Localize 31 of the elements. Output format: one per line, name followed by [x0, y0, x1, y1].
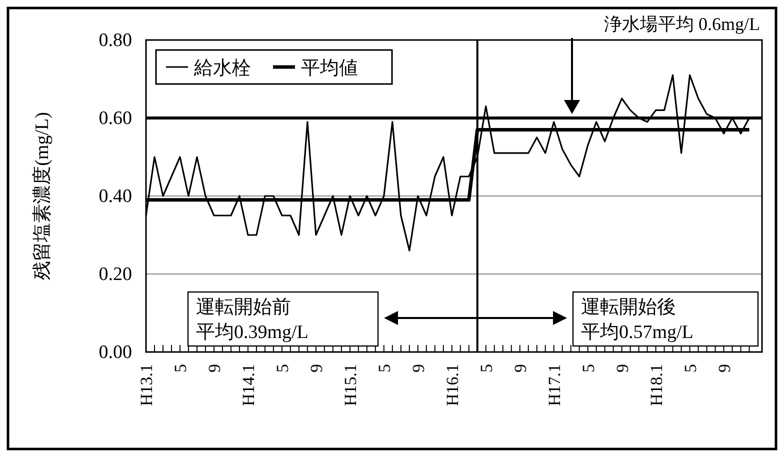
annotation: 運転開始前 — [196, 297, 291, 318]
y-tick-label: 0.60 — [98, 108, 132, 130]
y-tick-label: 0.00 — [98, 342, 132, 364]
x-tick-label: H14.1 — [238, 364, 258, 406]
x-tick-label: 5 — [170, 364, 190, 372]
x-tick-label: 9 — [204, 364, 224, 372]
legend-label: 平均値 — [301, 58, 358, 79]
annotation: 運転開始後 — [581, 297, 676, 318]
x-tick-label: 5 — [680, 364, 700, 372]
annotation: 平均0.39mg/L — [196, 322, 308, 343]
x-tick-label: H15.1 — [340, 364, 360, 406]
x-tick-label: H13.1 — [137, 364, 156, 406]
x-tick-label: 9 — [408, 364, 428, 372]
x-tick-label: 9 — [510, 364, 530, 372]
x-tick-label: 9 — [714, 364, 734, 372]
x-tick-label: H16.1 — [442, 364, 462, 406]
x-tick-label: H17.1 — [544, 364, 564, 406]
x-tick-label: H18.1 — [646, 364, 666, 406]
x-tick-label: 5 — [476, 364, 496, 372]
x-tick-label: 5 — [578, 364, 598, 372]
y-tick-label: 0.40 — [98, 186, 132, 208]
x-tick-label: 9 — [306, 364, 326, 372]
annotation: 平均0.57mg/L — [581, 322, 694, 343]
x-tick-label: 5 — [374, 364, 394, 372]
y-axis-title: 残留塩素濃度(mg/L) — [31, 112, 53, 280]
text: 浄水場平均 0.6mg/L — [604, 14, 760, 34]
x-tick-label: 5 — [272, 364, 292, 372]
y-tick-label: 0.20 — [98, 264, 132, 286]
y-tick-label: 0.80 — [98, 30, 132, 52]
x-tick-label: 9 — [612, 364, 632, 372]
legend-label: 給水栓 — [193, 58, 251, 79]
